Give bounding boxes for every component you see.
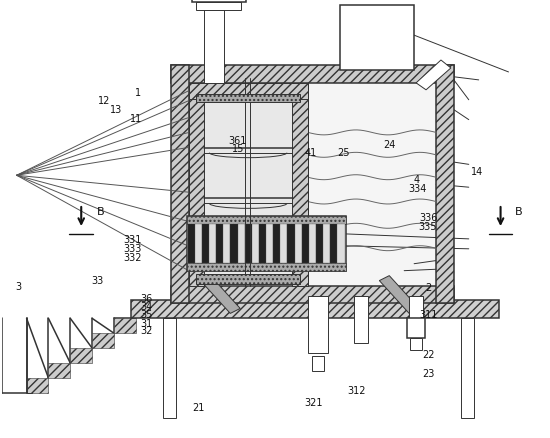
Bar [186, 216, 345, 224]
Text: 4: 4 [414, 175, 420, 185]
Text: 333: 333 [124, 244, 142, 254]
Polygon shape [416, 61, 451, 91]
Text: 23: 23 [422, 368, 434, 378]
Bar [292, 84, 308, 286]
Bar [309, 224, 316, 263]
Text: 12: 12 [98, 95, 111, 106]
Bar [409, 296, 423, 318]
Polygon shape [379, 276, 419, 314]
Bar [48, 363, 70, 378]
Bar [196, 4, 241, 11]
Bar [316, 224, 323, 263]
Text: 321: 321 [304, 397, 322, 407]
Bar [323, 224, 331, 263]
Bar [280, 224, 288, 263]
Text: 21: 21 [192, 402, 205, 412]
Text: 22: 22 [422, 349, 435, 359]
Text: 335: 335 [419, 222, 437, 232]
Bar [461, 318, 474, 418]
Text: 35: 35 [140, 309, 153, 319]
Bar [288, 224, 295, 263]
Bar [170, 66, 454, 84]
Bar [273, 224, 281, 263]
Bar [26, 378, 48, 393]
Bar [205, 99, 292, 286]
Bar [259, 224, 266, 263]
Text: B: B [515, 207, 522, 216]
Text: 25: 25 [337, 148, 350, 158]
Bar [163, 318, 175, 418]
Bar [188, 224, 195, 263]
Bar [195, 224, 202, 263]
Text: 36: 36 [140, 293, 153, 303]
Bar [436, 66, 454, 304]
Text: 11: 11 [129, 114, 142, 124]
Text: 13: 13 [111, 104, 123, 114]
Bar [70, 348, 92, 363]
Bar [131, 301, 499, 318]
Text: 32: 32 [140, 325, 153, 335]
Text: 3: 3 [15, 282, 21, 291]
Bar [410, 339, 422, 350]
Bar [308, 296, 328, 353]
Polygon shape [200, 276, 240, 314]
Bar [295, 224, 302, 263]
Bar [114, 318, 136, 333]
Text: 1: 1 [135, 88, 141, 98]
Text: 334: 334 [408, 184, 426, 194]
Bar [355, 296, 368, 343]
Bar [230, 224, 238, 263]
Bar [238, 224, 245, 263]
Bar [202, 224, 209, 263]
Text: 332: 332 [124, 252, 142, 262]
Bar [191, 0, 246, 4]
Bar [252, 224, 259, 263]
Bar [189, 84, 205, 286]
Text: 31: 31 [140, 318, 153, 328]
Bar [339, 6, 414, 71]
Bar [189, 84, 308, 99]
Text: 2: 2 [425, 283, 431, 293]
Text: 33: 33 [91, 275, 103, 285]
Bar [223, 224, 230, 263]
Bar [312, 356, 324, 371]
Bar [186, 216, 345, 271]
Bar [331, 224, 337, 263]
Text: B: B [97, 207, 105, 216]
Bar [92, 333, 114, 348]
Bar [205, 11, 224, 84]
Bar [216, 224, 223, 263]
Bar [266, 224, 273, 263]
Text: 41: 41 [304, 148, 317, 158]
Bar [302, 224, 309, 263]
Bar [245, 224, 252, 263]
Bar [196, 274, 300, 284]
Bar [196, 95, 300, 102]
Bar [189, 84, 436, 286]
Bar [186, 263, 345, 271]
Text: 14: 14 [471, 166, 483, 176]
Bar [337, 224, 344, 263]
Text: 336: 336 [419, 212, 437, 222]
Bar [170, 66, 189, 304]
Bar [209, 224, 216, 263]
Bar [407, 318, 425, 339]
Bar [170, 286, 454, 304]
Text: 312: 312 [348, 385, 366, 395]
Text: 15: 15 [232, 144, 244, 153]
Text: 24: 24 [383, 140, 396, 150]
Text: 331: 331 [124, 235, 142, 245]
Text: 311: 311 [419, 309, 437, 319]
Text: 34: 34 [140, 301, 153, 311]
Text: 361: 361 [229, 136, 247, 146]
